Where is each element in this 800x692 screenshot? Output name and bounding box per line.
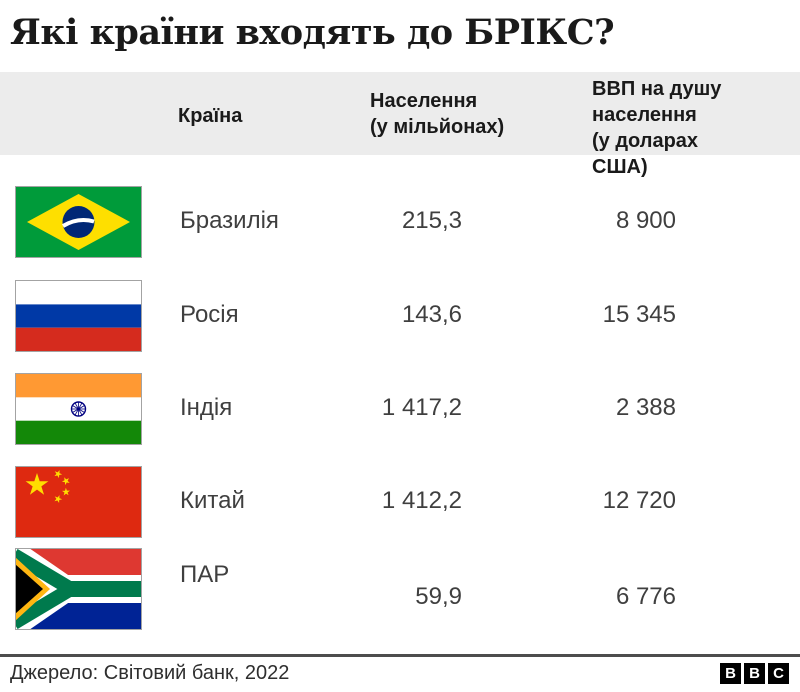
bbc-logo-letter: B [749, 665, 760, 682]
gdp-value: 6 776 [615, 583, 676, 610]
country-label: ПАР [180, 561, 230, 588]
table-row: ПАР 59,9 6 776 [0, 548, 800, 630]
population-value: 215,3 [401, 207, 462, 234]
bbc-logo: B B C [720, 663, 789, 684]
country-label: Індія [180, 394, 233, 421]
column-header-country: Країна [178, 105, 243, 127]
population-value: 143,6 [401, 301, 462, 328]
china-flag-icon [15, 466, 142, 538]
country-label: Китай [180, 487, 245, 514]
bbc-logo-block: B [720, 663, 741, 684]
population-value: 1 412,2 [381, 487, 462, 514]
bbc-logo-block: C [768, 663, 789, 684]
column-header-gdp: ВВП на душу населення (у доларах США) [592, 78, 722, 178]
table-row: Росія 143,6 15 345 [0, 280, 800, 352]
bbc-logo-letter: B [725, 665, 736, 682]
bbc-logo-letter: C [773, 665, 784, 682]
brazil-flag-icon [15, 186, 142, 258]
column-header-population: Населення (у мільйонах) [370, 90, 505, 138]
population-value: 1 417,2 [381, 394, 462, 421]
table-header: Країна Населення (у мільйонах) ВВП на ду… [0, 72, 800, 178]
gdp-value: 8 900 [615, 207, 676, 234]
south-africa-flag-icon [15, 548, 142, 630]
population-value: 59,9 [415, 583, 462, 610]
gdp-value: 12 720 [602, 487, 676, 514]
gdp-value: 2 388 [615, 394, 676, 421]
table-row: Бразилія 215,3 8 900 [0, 186, 800, 258]
russia-flag-icon [15, 280, 142, 352]
country-label: Бразилія [180, 207, 279, 234]
gdp-value: 15 345 [602, 301, 676, 328]
india-flag-icon [15, 373, 142, 445]
country-label: Росія [180, 301, 239, 328]
footer-divider [0, 654, 800, 657]
source-text: Джерело: Світовий банк, 2022 [10, 662, 290, 684]
table-row: Китай 1 412,2 12 720 [0, 466, 800, 538]
table-row: Індія 1 417,2 2 388 [0, 373, 800, 445]
bbc-logo-block: B [744, 663, 765, 684]
page-title: Які країни входять до БРІКС? [10, 12, 615, 53]
